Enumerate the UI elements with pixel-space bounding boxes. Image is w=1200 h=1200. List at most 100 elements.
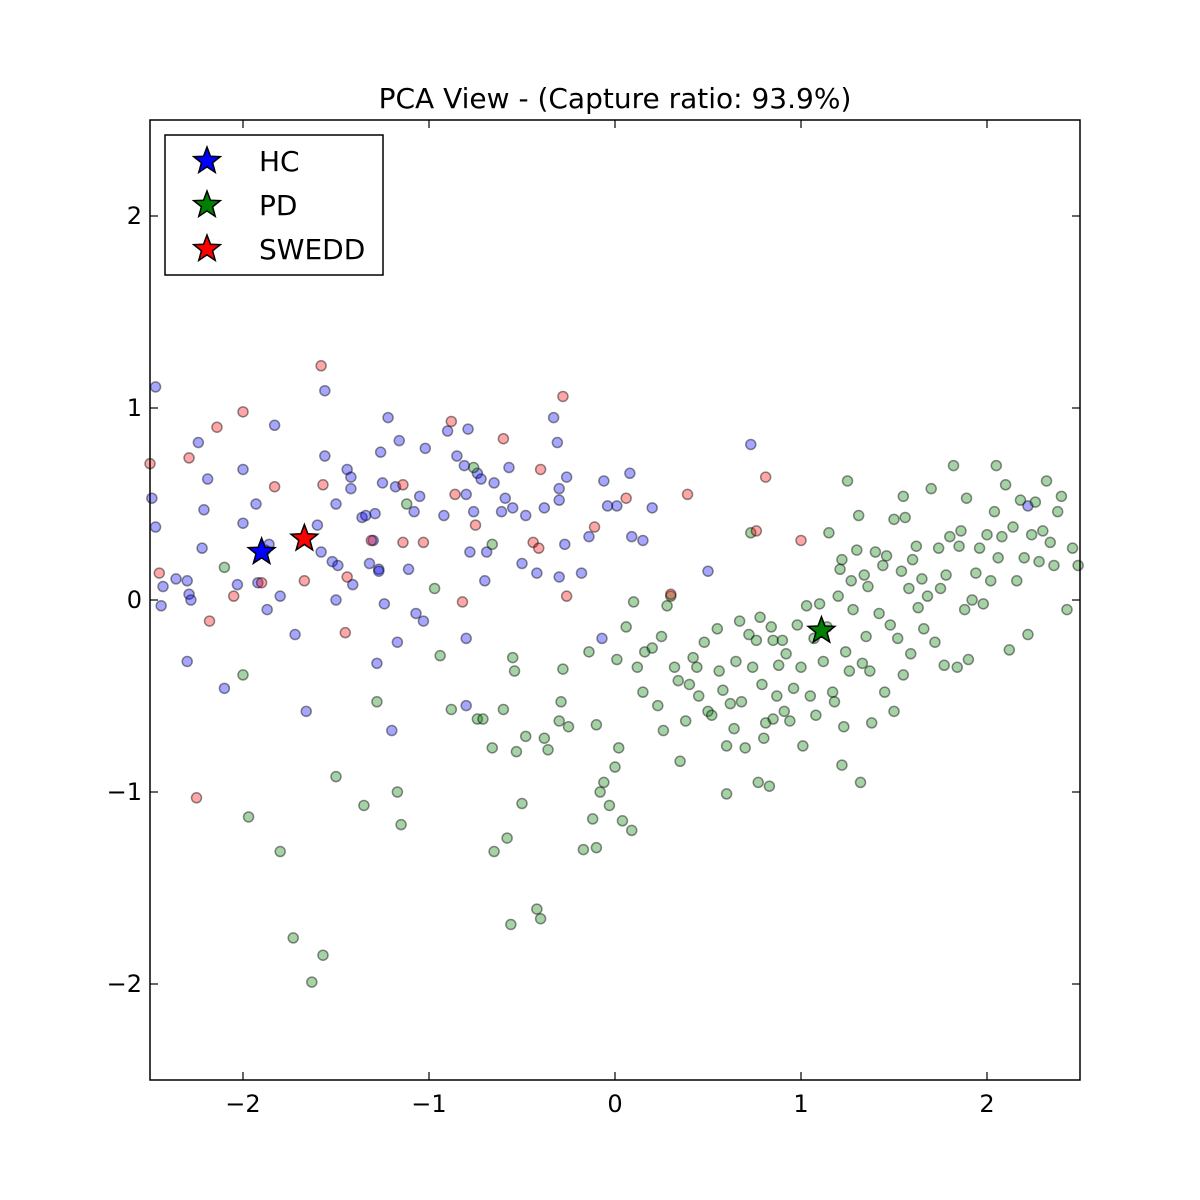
point-hc-8 [185, 594, 197, 606]
point-swedd-13 [339, 626, 352, 639]
point-pd-93 [776, 634, 789, 647]
point-pd-65 [687, 651, 699, 664]
point-pd-41 [590, 719, 603, 731]
point-hc-51 [389, 480, 402, 493]
point-pd-33 [553, 715, 565, 727]
point-pd-38 [583, 646, 595, 658]
point-hc-9 [181, 655, 193, 668]
point-hc-17 [237, 517, 249, 529]
point-pd-121 [852, 509, 865, 522]
point-hc-83 [547, 411, 560, 424]
point-pd-117 [843, 665, 856, 677]
point-swedd-35 [795, 534, 807, 547]
point-pd-147 [918, 623, 930, 635]
point-hc-63 [458, 459, 471, 472]
point-pd-68 [702, 705, 714, 718]
point-pd-12 [400, 498, 413, 510]
point-pd-182 [1037, 525, 1049, 537]
point-swedd-29 [588, 521, 601, 533]
point-pd-43 [598, 776, 610, 789]
point-pd-66 [692, 690, 705, 702]
point-pd-163 [970, 567, 982, 579]
legend: HC PD SWEDD [164, 134, 384, 276]
point-hc-37 [345, 482, 357, 495]
point-pd-190 [1072, 559, 1084, 572]
point-swedd-23 [497, 432, 510, 445]
point-pd-174 [1007, 521, 1019, 533]
point-pd-100 [797, 740, 809, 752]
point-hc-41 [363, 557, 376, 570]
point-pd-192 [897, 490, 910, 503]
point-pd-181 [1033, 555, 1045, 568]
point-hc-5 [170, 573, 182, 585]
point-hc-98 [646, 502, 658, 514]
point-pd-35 [557, 663, 569, 675]
legend-label-swedd: SWEDD [259, 233, 365, 266]
point-hc-18 [250, 498, 262, 510]
point-hc-3 [155, 600, 167, 612]
point-swedd-18 [417, 536, 430, 549]
legend-star-swedd [191, 232, 223, 263]
x-tick-label: 1 [793, 1090, 808, 1118]
point-pd-6 [317, 949, 329, 961]
point-pd-91 [771, 690, 783, 702]
point-hc-32 [330, 498, 342, 510]
point-pd-55 [652, 699, 664, 712]
point-pd-187 [1055, 490, 1068, 503]
point-hc-52 [391, 636, 404, 648]
point-pd-29 [531, 903, 543, 915]
point-hc-57 [413, 490, 426, 503]
legend-star-pd [191, 188, 223, 219]
point-pd-54 [646, 642, 658, 654]
point-pd-18 [467, 461, 480, 474]
point-swedd-14 [341, 571, 353, 583]
point-swedd-25 [532, 542, 545, 554]
point-swedd-15 [365, 534, 378, 547]
point-hc-62 [451, 450, 463, 462]
point-hc-7 [183, 588, 195, 600]
point-hc-24 [274, 590, 286, 602]
point-pd-16 [471, 713, 484, 725]
point-hc-0 [149, 381, 162, 393]
point-hc-50 [386, 724, 398, 737]
point-hc-59 [419, 442, 432, 455]
point-pd-127 [864, 665, 876, 677]
point-pd-44 [603, 799, 616, 812]
legend-label-hc: HC [259, 145, 300, 178]
point-pd-124 [858, 569, 870, 581]
point-pd-156 [947, 459, 960, 472]
point-pd-180 [1029, 496, 1042, 508]
point-pd-185 [1048, 559, 1060, 572]
point-pd-49 [625, 824, 638, 837]
point-hc-11 [198, 504, 210, 516]
point-hc-101 [1022, 500, 1034, 512]
point-hc-23 [268, 419, 281, 432]
point-hc-67 [460, 699, 472, 712]
point-pd-165 [977, 598, 990, 610]
point-hc-58 [417, 615, 430, 627]
point-hc-31 [326, 555, 339, 568]
point-pd-71 [713, 665, 725, 677]
x-tick-label: 0 [607, 1090, 622, 1118]
point-hc-71 [475, 473, 487, 485]
point-swedd-9 [268, 480, 281, 493]
point-swedd-34 [759, 471, 772, 483]
point-pd-4 [287, 932, 299, 944]
point-pd-37 [577, 843, 590, 856]
point-hc-12 [201, 473, 214, 485]
point-hc-22 [261, 603, 273, 616]
point-swedd-7 [237, 406, 249, 418]
point-hc-30 [319, 450, 331, 462]
point-swedd-10 [298, 575, 311, 587]
point-pd-30 [534, 912, 547, 925]
point-pd-146 [916, 573, 928, 585]
point-pd-199 [497, 703, 510, 716]
point-pd-197 [691, 661, 703, 673]
point-pd-151 [932, 542, 945, 554]
point-pd-83 [752, 776, 764, 789]
point-pd-20 [486, 742, 498, 754]
centroid-star-swedd [289, 522, 320, 552]
point-pd-97 [787, 682, 800, 695]
point-swedd-6 [227, 590, 240, 602]
point-hc-84 [551, 436, 564, 449]
